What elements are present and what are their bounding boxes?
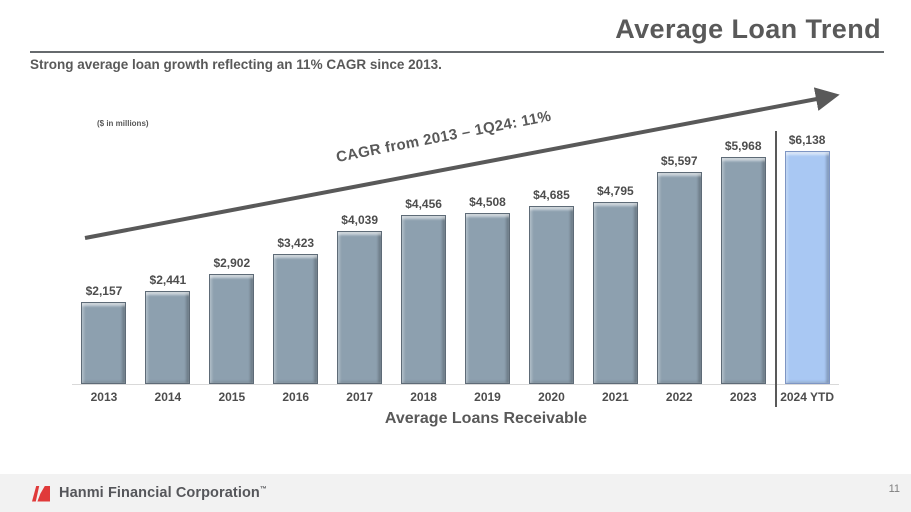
x-axis-label: 2014 — [154, 390, 182, 404]
bar-value-label: $4,456 — [405, 197, 442, 211]
x-axis-label: 2023 — [729, 390, 757, 404]
bar-column: $4,795 — [583, 184, 647, 384]
bar-2021 — [592, 202, 638, 384]
x-axis-label: 2017 — [346, 390, 373, 404]
bar-column: $4,508 — [456, 195, 520, 384]
bar-2017 — [337, 231, 383, 384]
ytd-divider — [775, 131, 777, 407]
bar-value-label: $5,968 — [724, 139, 762, 153]
bar-column: $4,456 — [392, 197, 456, 384]
bar-value-label: $5,597 — [660, 154, 698, 168]
x-axis-label: 2015 — [218, 390, 246, 404]
bar-column: $4,039 — [328, 213, 392, 384]
bars: $2,157 $2,441 $2,902 $3,423 $4,039 $4,456 $4,5… — [72, 94, 839, 384]
bar-value-label: $6,138 — [788, 133, 826, 147]
bar-column: $4,685 — [519, 188, 583, 384]
bar-value-label: $4,685 — [533, 188, 570, 202]
bar-column: $5,968 — [711, 139, 775, 384]
footer: Hanmi Financial Corporation™ 11 — [0, 474, 911, 512]
bar-column: $6,138 — [775, 133, 839, 384]
x-axis-label: 2022 — [665, 390, 693, 404]
x-axis-label: 2016 — [282, 390, 310, 404]
bar-2013 — [81, 302, 127, 384]
bar-2022 — [656, 172, 702, 384]
bar-value-label: $2,441 — [149, 273, 187, 287]
company-name: Hanmi Financial Corporation™ — [59, 485, 267, 501]
bar-value-label: $4,039 — [341, 213, 378, 227]
title-divider — [30, 51, 884, 53]
x-axis-label: 2019 — [474, 390, 501, 404]
bar-column: $2,157 — [72, 284, 136, 384]
bar-chart: $2,157 $2,441 $2,902 $3,423 $4,039 $4,456 $4,5… — [72, 94, 839, 385]
bar-2015 — [209, 274, 255, 384]
bar-2024-ytd — [784, 151, 830, 384]
x-axis-label: 2018 — [410, 390, 437, 404]
x-axis-title: Average Loans Receivable — [384, 410, 588, 427]
x-axis-label: 2020 — [538, 390, 565, 404]
bar-2020 — [528, 206, 574, 384]
subtitle: Strong average loan growth reflecting an… — [30, 57, 442, 72]
bar-value-label: $2,902 — [213, 256, 251, 270]
hanmi-logo-icon — [32, 486, 50, 502]
x-axis-label: 2013 — [90, 390, 118, 404]
bar-value-label: $2,157 — [85, 284, 123, 298]
bar-column: $3,423 — [264, 236, 328, 384]
trademark: ™ — [259, 486, 267, 494]
bar-2018 — [401, 215, 447, 384]
bar-2016 — [273, 254, 319, 384]
bar-2019 — [464, 213, 510, 384]
x-axis-label: 2021 — [601, 390, 629, 404]
x-axis-label: 2024 YTD — [780, 390, 834, 404]
page-number: 11 — [888, 483, 900, 495]
x-axis-labels: 2013 2014 2015 2016 2017 2018 2019 2020 2021 2022… — [72, 390, 839, 404]
bar-value-label: $4,508 — [469, 195, 506, 209]
bar-value-label: $3,423 — [277, 236, 315, 250]
bar-2014 — [145, 291, 191, 384]
bar-column: $2,441 — [136, 273, 200, 384]
bar-column: $2,902 — [200, 256, 264, 384]
bar-value-label: $4,795 — [596, 184, 634, 198]
page-title: Average Loan Trend — [615, 14, 881, 44]
bar-2023 — [720, 157, 766, 384]
bar-column: $5,597 — [647, 154, 711, 384]
